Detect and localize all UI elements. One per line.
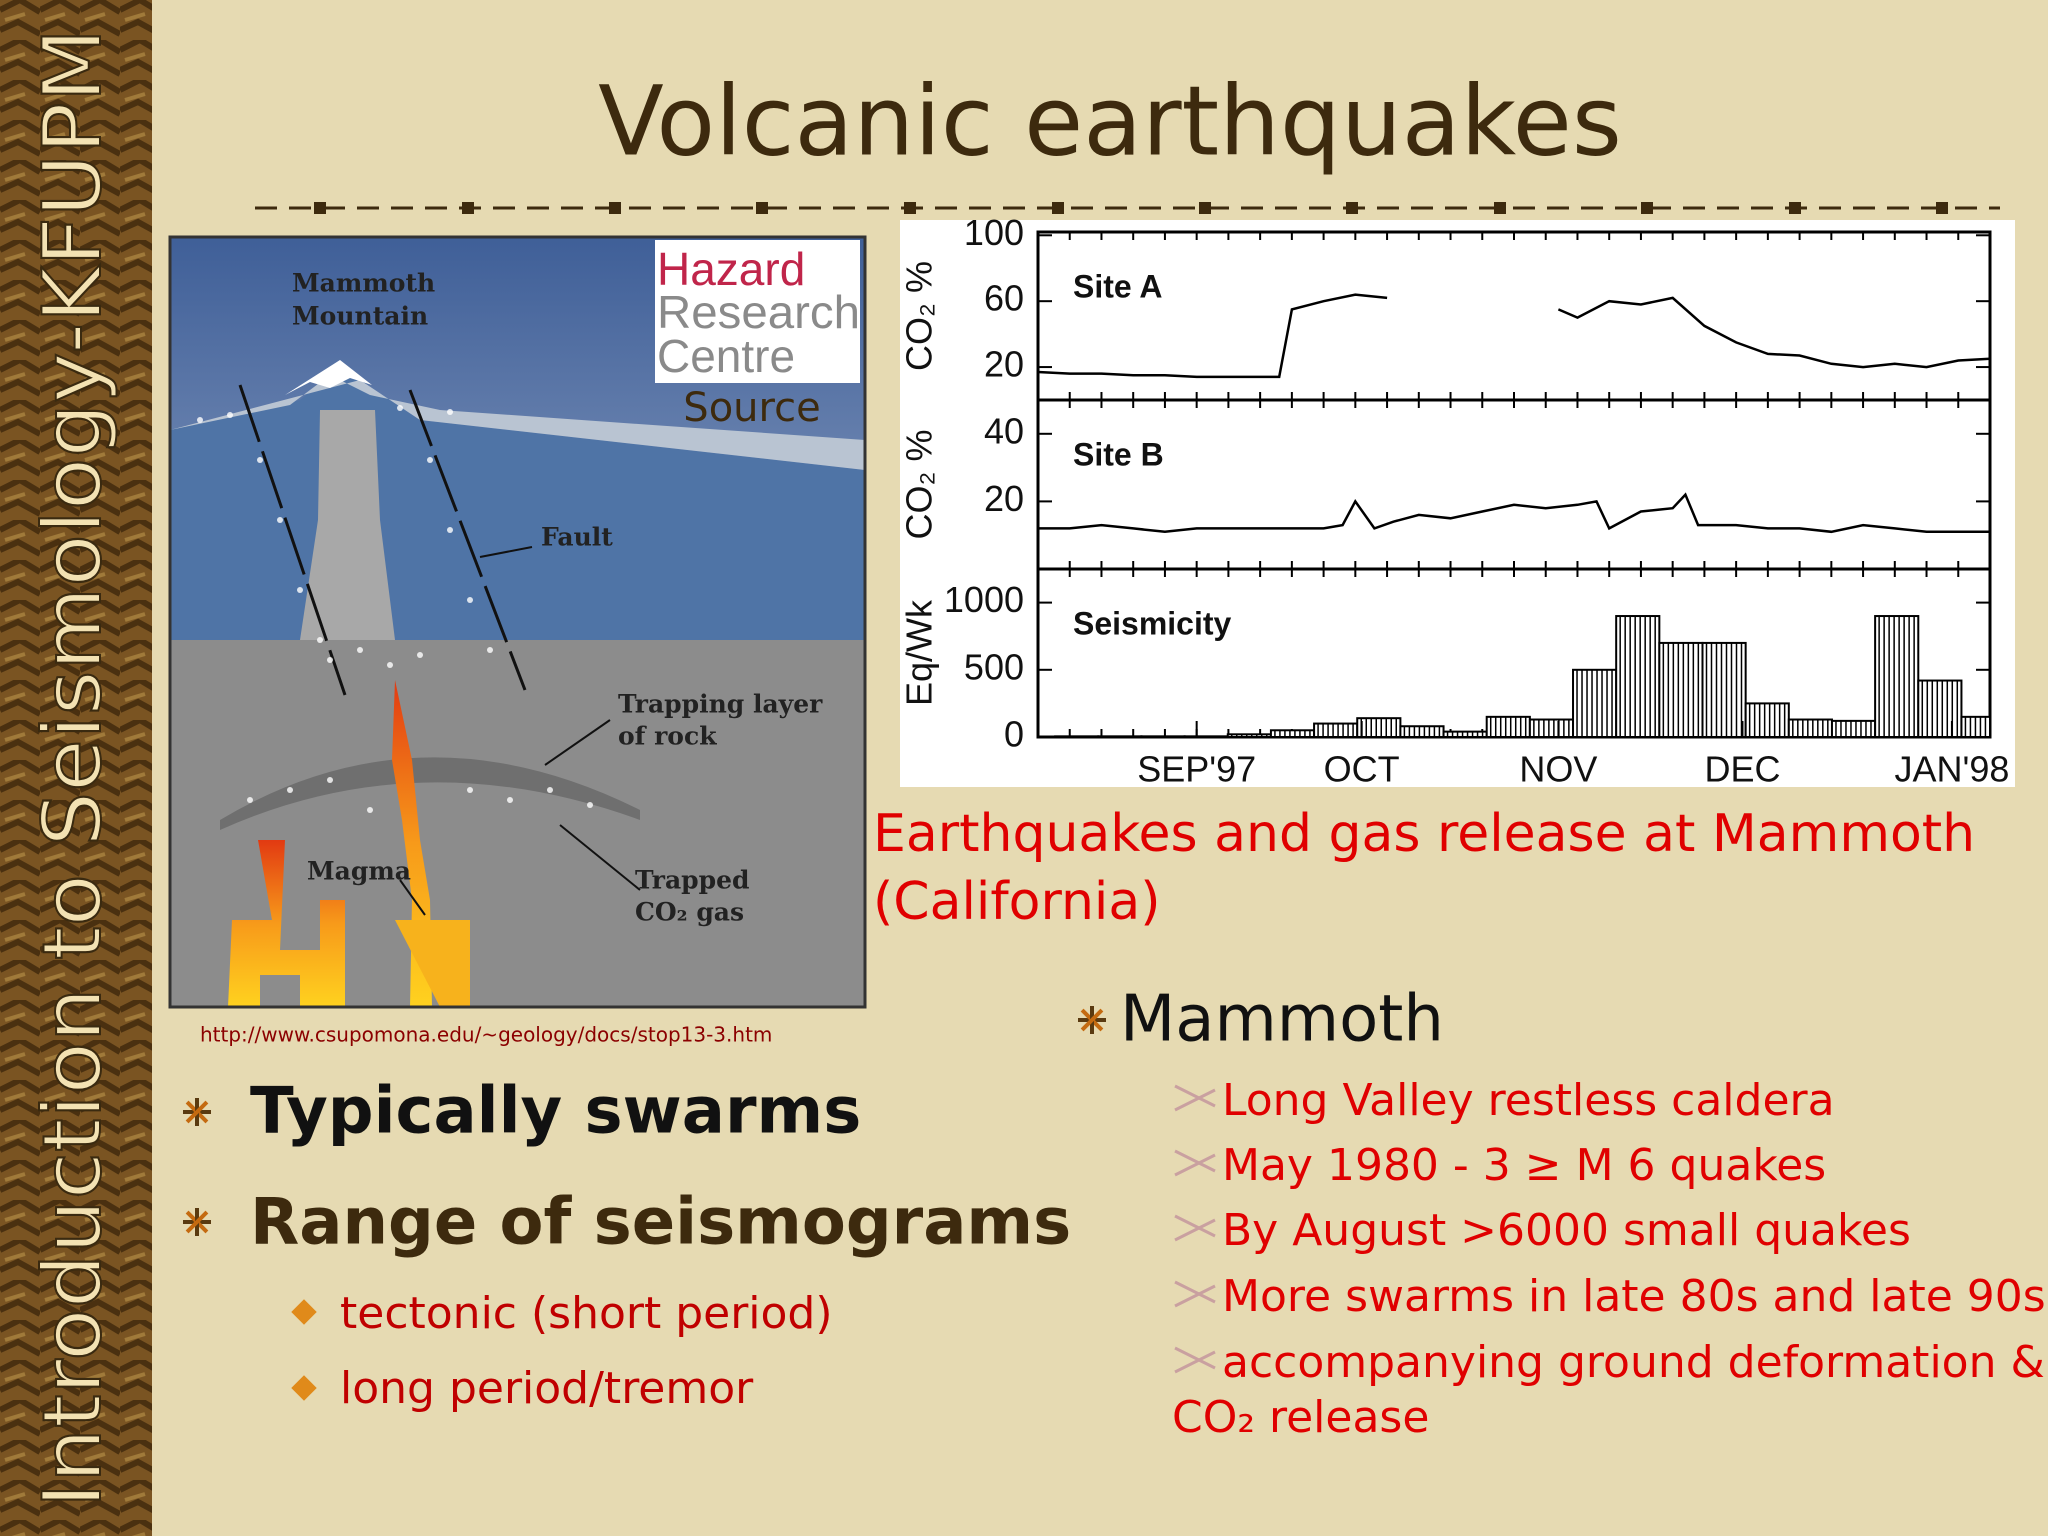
y-axis-label: CO₂ %	[899, 261, 940, 371]
histogram-bar	[1658, 641, 1704, 738]
source-url: http://www.csupomona.edu/~geology/docs/s…	[200, 1023, 772, 1047]
diagram-label: Fault	[541, 523, 613, 552]
data-line	[1037, 293, 1991, 379]
histogram-bar	[1226, 733, 1272, 739]
histogram-bar	[1485, 715, 1531, 739]
histogram-bar	[1097, 735, 1143, 739]
x-tick-label: NOV	[1519, 749, 1597, 790]
histogram-bar	[1054, 735, 1100, 739]
y-axis-label: CO₂ %	[899, 430, 940, 540]
x-tick-label: DEC	[1704, 749, 1780, 790]
y-tick-label: 1000	[944, 579, 1024, 620]
sidebar	[0, 0, 152, 1536]
panel-title: Site A	[1073, 268, 1163, 304]
histogram-bar	[1572, 668, 1618, 738]
bullet-star	[185, 1210, 209, 1234]
bullet-star	[1080, 1008, 1104, 1032]
y-tick-label: 0	[1004, 714, 1024, 755]
histogram-bar	[1528, 718, 1575, 739]
diagram-label: Mammoth	[292, 269, 435, 298]
y-tick-label: 40	[984, 410, 1024, 451]
histogram-bar	[1917, 679, 1963, 738]
data-line	[1038, 492, 1990, 534]
bullet-scissors	[1174, 1149, 1216, 1177]
logo-text: Hazard	[657, 243, 805, 295]
histogram-bar	[1140, 735, 1186, 739]
sidebar-title: Introduction to Seismology-KFUPM	[26, 28, 119, 1508]
bullet: Range of seismograms	[250, 1186, 1071, 1260]
diagram-label: Magma	[307, 857, 411, 886]
diagram-label: CO₂ gas	[635, 898, 744, 927]
caption: Earthquakes and gas release at Mammoth	[873, 804, 1975, 864]
histogram-bar	[1744, 702, 1790, 739]
x-tick-label: JAN'98	[1894, 749, 2009, 790]
bullet-scissors	[1174, 1084, 1216, 1112]
bullet: Typically swarms	[250, 1075, 861, 1149]
bullet-star	[185, 1100, 209, 1124]
sub-bullet: By August >6000 small quakes	[1222, 1205, 1911, 1256]
histogram-bar	[1313, 722, 1359, 738]
histogram-bar	[1356, 717, 1402, 739]
sub-bullet: Long Valley restless caldera	[1222, 1075, 1835, 1126]
histogram-bar	[1183, 735, 1229, 739]
sub-bullet: long period/tremor	[340, 1363, 754, 1414]
diagram-label: Trapped	[635, 866, 750, 895]
sub-bullet: tectonic (short period)	[340, 1288, 833, 1339]
histogram-bar	[1442, 730, 1488, 739]
diagram-label: Mountain	[292, 302, 428, 331]
logo-text: Centre	[657, 330, 795, 382]
x-tick-label: SEP'97	[1137, 749, 1256, 790]
bullet-scissors	[1174, 1280, 1216, 1308]
x-tick-label: OCT	[1324, 749, 1400, 790]
volcano-diagram	[168, 235, 867, 1009]
histogram-bar	[1830, 719, 1877, 739]
sub-bullet: May 1980 - 3 ≥ M 6 quakes	[1222, 1140, 1826, 1191]
histogram-bar	[1874, 615, 1920, 738]
y-axis-label: Eq/Wk	[899, 599, 940, 706]
y-tick-label: 20	[984, 344, 1024, 385]
y-tick-label: 500	[964, 646, 1024, 687]
y-tick-label: 100	[964, 212, 1024, 253]
histogram-bar	[1399, 725, 1445, 738]
histogram-bar	[1269, 729, 1316, 739]
bullet-scissors	[1174, 1346, 1216, 1374]
bullet-scissors	[1174, 1214, 1216, 1242]
diagram-label: of rock	[618, 722, 717, 751]
diagram-label: Trapping layer	[618, 690, 823, 719]
bullet: Mammoth	[1120, 983, 1444, 1057]
chart-panel	[900, 220, 2015, 787]
y-tick-label: 60	[984, 278, 1024, 319]
histogram-bar	[1615, 615, 1661, 738]
panel-title: Seismicity	[1073, 605, 1232, 641]
sub-bullet: CO₂ release	[1172, 1392, 1429, 1443]
divider	[255, 202, 2000, 214]
y-tick-label: 20	[984, 478, 1024, 519]
sub-bullet: accompanying ground deformation &	[1222, 1337, 2045, 1388]
caption: (California)	[873, 872, 1161, 932]
histogram-bar	[1787, 718, 1833, 739]
slide-title: Volcanic earthquakes	[598, 65, 1622, 177]
panel-title: Site B	[1073, 436, 1164, 472]
histogram-bar	[1701, 641, 1747, 738]
logo-text: Research	[657, 286, 860, 338]
sub-bullet: More swarms in late 80s and late 90s	[1222, 1271, 2046, 1322]
source-label: Source	[683, 385, 820, 431]
